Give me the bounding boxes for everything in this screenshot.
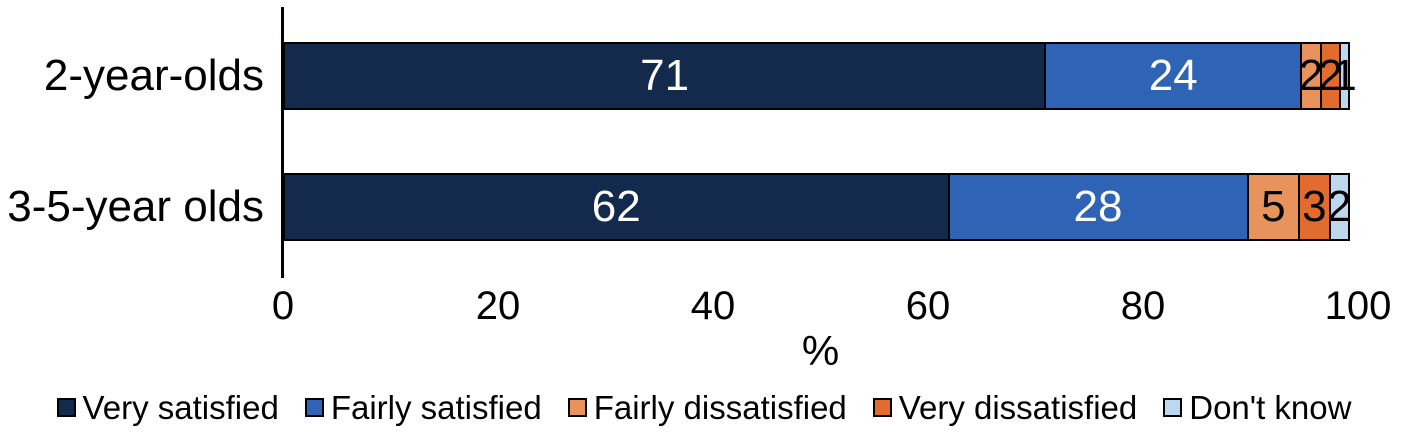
stacked-bar-2-year-olds: 71 24 2 2 1 bbox=[283, 42, 1358, 110]
legend-label: Very satisfied bbox=[82, 388, 279, 426]
segment-very-dissatisfied: 2 bbox=[1318, 42, 1343, 110]
segment-value-label: 3 bbox=[1302, 182, 1327, 231]
segment-very-dissatisfied: 3 bbox=[1298, 173, 1331, 241]
segment-fairly-dissatisfied: 5 bbox=[1246, 173, 1301, 241]
legend-item-very-satisfied: Very satisfied bbox=[56, 388, 279, 426]
segment-value-label: 2 bbox=[1298, 51, 1324, 100]
segment-value-label: 28 bbox=[1073, 182, 1123, 231]
x-axis-label: % bbox=[801, 327, 840, 374]
bar-row-3-5-year-olds: 3-5-year olds 62 28 5 3 2 bbox=[0, 173, 1408, 241]
legend-swatch-very-dissatisfied bbox=[872, 397, 892, 417]
legend-label: Fairly dissatisfied bbox=[593, 388, 847, 426]
segment-value-label: 2 bbox=[1327, 182, 1352, 231]
segment-very-satisfied: 71 bbox=[283, 42, 1047, 110]
x-tick-label: 20 bbox=[475, 284, 521, 328]
bar-row-2-year-olds: 2-year-olds 71 24 2 2 1 bbox=[0, 42, 1408, 110]
x-tick-label: 0 bbox=[271, 284, 295, 328]
category-label-3-5-year-olds: 3-5-year olds bbox=[7, 182, 264, 231]
legend-item-don-t-know: Don't know bbox=[1163, 391, 1351, 424]
segment-value-label: 71 bbox=[640, 51, 690, 100]
legend-swatch-fairly-satisfied bbox=[304, 397, 324, 417]
segment-value-label: 24 bbox=[1148, 51, 1198, 100]
segment-fairly-dissatisfied: 2 bbox=[1298, 42, 1324, 110]
legend-swatch-don-t-know bbox=[1163, 397, 1183, 417]
legend-label: Very dissatisfied bbox=[898, 388, 1138, 426]
segment-don-t-know: 1 bbox=[1332, 42, 1357, 110]
legend-label: Fairly satisfied bbox=[330, 388, 542, 426]
segment-don-t-know: 2 bbox=[1327, 173, 1352, 241]
legend-label: Don't know bbox=[1189, 388, 1352, 426]
x-tick-label: 60 bbox=[905, 284, 951, 328]
segment-value-label: 1 bbox=[1332, 51, 1357, 100]
segment-value-label: 2 bbox=[1318, 51, 1343, 100]
category-label-2-year-olds: 2-year-olds bbox=[43, 51, 264, 100]
legend: Very satisfied Fairly satisfied Fairly dis… bbox=[0, 382, 1408, 432]
legend-item-very-dissatisfied: Very dissatisfied bbox=[872, 388, 1138, 426]
segment-fairly-satisfied: 24 bbox=[1044, 42, 1303, 110]
x-tick-label: 100 bbox=[1324, 284, 1392, 328]
segment-very-satisfied: 62 bbox=[283, 173, 950, 241]
y-axis-line bbox=[281, 7, 284, 278]
legend-swatch-fairly-dissatisfied bbox=[567, 397, 587, 417]
x-tick-label: 40 bbox=[690, 284, 736, 328]
segment-value-label: 5 bbox=[1261, 182, 1286, 231]
legend-item-fairly-dissatisfied: Fairly dissatisfied bbox=[567, 388, 847, 426]
segment-fairly-satisfied: 28 bbox=[947, 173, 1249, 241]
segment-value-label: 62 bbox=[591, 182, 641, 231]
legend-swatch-very-satisfied bbox=[56, 397, 76, 417]
legend-item-fairly-satisfied: Fairly satisfied bbox=[304, 388, 542, 426]
x-tick-label: 80 bbox=[1120, 284, 1166, 328]
stacked-bar-3-5-year-olds: 62 28 5 3 2 bbox=[283, 173, 1358, 241]
